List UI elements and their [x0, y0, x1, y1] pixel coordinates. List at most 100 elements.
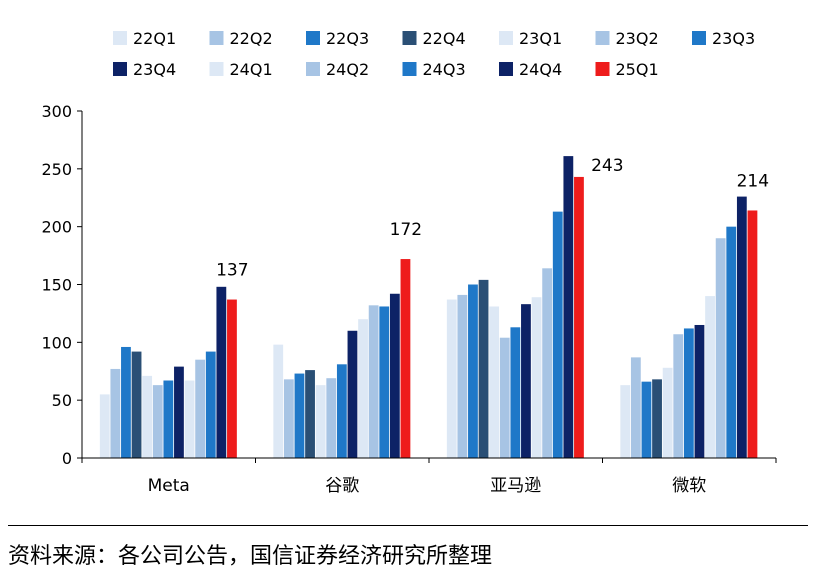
bar-22Q3	[641, 381, 652, 458]
bar-24Q1	[531, 297, 542, 458]
bar-23Q2	[326, 378, 337, 458]
bar-23Q3	[163, 380, 174, 458]
y-tick-label: 200	[41, 218, 72, 237]
y-tick-label: 150	[41, 276, 72, 295]
legend-swatch	[692, 31, 706, 45]
bar-24Q4	[736, 196, 747, 459]
legend-label: 24Q2	[326, 60, 369, 79]
bar-23Q4	[174, 366, 184, 458]
data-labels: 137 172 243 214	[216, 156, 769, 281]
bar-24Q3	[205, 351, 216, 458]
bar-24Q4	[389, 293, 400, 458]
bar-chart: 22Q1 22Q2 22Q3 22Q4 23Q1 23Q2 23Q3 23Q4 24Q1 24Q2…	[41, 29, 777, 496]
bar-24Q3	[552, 211, 563, 458]
bar-22Q2	[630, 357, 641, 458]
bar-24Q2	[542, 268, 553, 458]
bar-24Q3	[726, 226, 737, 458]
bar-24Q3	[379, 306, 390, 458]
legend-swatch	[113, 62, 127, 76]
x-tick-label: 谷歌	[325, 476, 359, 496]
legend-swatch	[306, 31, 320, 45]
legend-label: 22Q3	[326, 29, 369, 48]
bar-25Q1	[574, 176, 584, 458]
bar-22Q2	[457, 294, 468, 458]
source-note: 资料来源：各公司公告，国信证券经济研究所整理	[8, 544, 493, 569]
bar-22Q4	[305, 370, 315, 458]
x-axis: Meta 谷歌 亚马逊 微软	[81, 457, 777, 496]
bar-23Q1	[662, 367, 673, 458]
legend-swatch	[402, 62, 417, 76]
legend-label: 22Q1	[133, 29, 176, 48]
source-divider	[8, 525, 808, 526]
bar-24Q1	[184, 380, 195, 458]
legend-swatch	[595, 31, 610, 45]
legend-label: 23Q1	[519, 29, 562, 48]
legend-label: 22Q2	[230, 29, 273, 48]
legend-swatch	[209, 62, 224, 76]
y-tick-label: 100	[41, 333, 72, 352]
data-label: 137	[216, 261, 248, 281]
legend-swatch	[306, 62, 320, 76]
bar-22Q2	[110, 368, 121, 458]
bar-22Q4	[478, 279, 489, 458]
bar-22Q4	[652, 379, 662, 458]
legend-swatch	[113, 31, 127, 45]
y-tick-label: 50	[52, 391, 72, 410]
bar-23Q2	[499, 337, 510, 458]
legend-swatch	[209, 31, 224, 45]
bar-24Q2	[368, 305, 379, 458]
legend-label: 22Q4	[423, 29, 466, 48]
legend-label: 24Q4	[519, 60, 562, 79]
bar-23Q2	[673, 334, 684, 458]
bar-22Q1	[273, 344, 284, 458]
bar-23Q4	[347, 330, 358, 458]
legend-label: 25Q1	[616, 60, 659, 79]
legend-label: 23Q3	[712, 29, 755, 48]
x-tick-label: Meta	[148, 476, 190, 496]
bar-22Q1	[446, 299, 457, 458]
bar-22Q1	[99, 394, 110, 458]
bar-23Q1	[489, 306, 500, 458]
bar-24Q1	[705, 296, 715, 458]
bar-24Q2	[715, 238, 726, 458]
bar-22Q3	[121, 346, 131, 458]
bar-23Q1	[142, 375, 153, 458]
bar-22Q2	[283, 379, 294, 458]
bar-22Q4	[131, 351, 142, 458]
legend-label: 23Q2	[616, 29, 659, 48]
legend-swatch	[499, 31, 513, 45]
bar-23Q4	[521, 304, 531, 458]
y-tick-label: 0	[62, 449, 72, 468]
bar-24Q1	[358, 319, 368, 458]
data-label: 172	[390, 220, 422, 240]
bar-23Q3	[683, 328, 694, 458]
y-tick-label: 250	[41, 160, 72, 179]
bar-24Q2	[195, 359, 206, 458]
bar-25Q1	[227, 299, 237, 458]
bar-22Q3	[294, 373, 305, 458]
bar-22Q1	[620, 385, 631, 458]
bar-23Q4	[694, 324, 705, 458]
bar-24Q4	[216, 286, 227, 458]
bar-25Q1	[747, 210, 758, 458]
legend: 22Q1 22Q2 22Q3 22Q4 23Q1 23Q2 23Q3 23Q4 24Q1 24Q2…	[113, 29, 755, 79]
x-tick-label: 微软	[672, 476, 706, 496]
bar-23Q2	[152, 385, 163, 458]
y-axis: 0 50 100 150 200 250 300	[41, 102, 83, 468]
legend-swatch	[595, 62, 610, 76]
bar-23Q1	[315, 385, 326, 458]
bar-23Q3	[510, 327, 521, 458]
data-label: 214	[737, 171, 769, 191]
legend-swatch	[402, 31, 417, 45]
bar-25Q1	[400, 259, 411, 458]
bars	[99, 156, 758, 459]
bar-24Q4	[563, 156, 574, 459]
legend-swatch	[499, 62, 513, 76]
data-label: 243	[591, 156, 623, 176]
legend-label: 24Q1	[230, 60, 273, 79]
legend-label: 23Q4	[133, 60, 176, 79]
bar-23Q3	[336, 364, 347, 458]
legend-label: 24Q3	[423, 60, 466, 79]
bar-22Q3	[468, 284, 478, 458]
x-tick-label: 亚马逊	[490, 476, 541, 496]
